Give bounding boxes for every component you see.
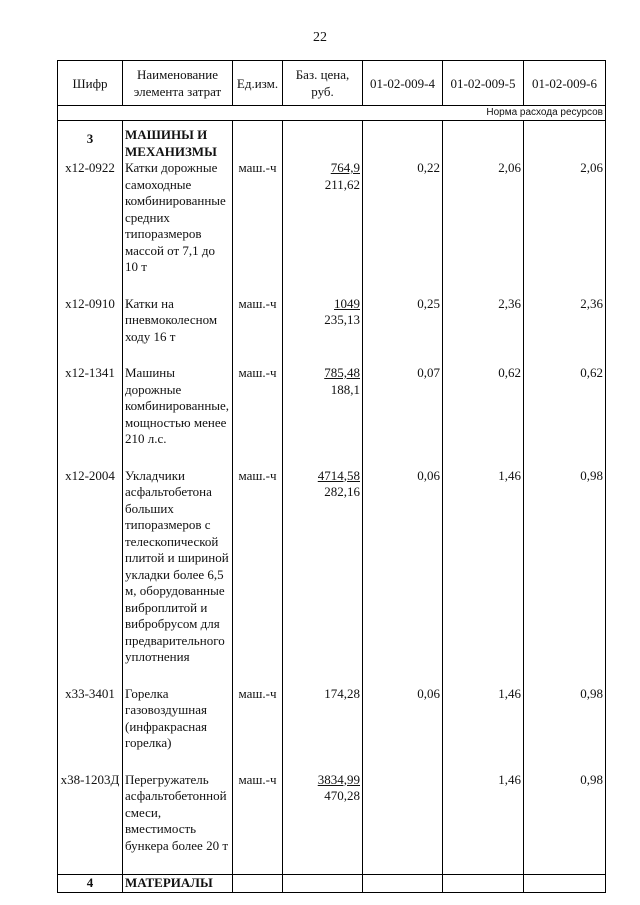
cell [523,874,606,893]
price-cell: 3834,99 470,28 [282,771,363,875]
price-sub: 470,28 [324,788,360,803]
price: 764,9 [330,160,360,175]
norm-value: 1,46 [442,467,524,686]
header-cell: Шифр [57,60,123,106]
header-row: Шифр Наименование элемента затрат Ед.изм. Б… [57,60,606,106]
norm-value: 0,22 [362,160,443,296]
section-row: 4 МАТЕРИАЛЫ [57,874,606,893]
price-sub: 282,16 [324,484,360,499]
norm-value: 2,06 [442,160,524,296]
code: х38-1203Д [57,771,123,875]
code: х12-2004 [57,467,123,686]
unit: маш.-ч [232,685,283,772]
name: Горелка газовоздушная (инфракрасная горе… [122,685,233,772]
section-number: 4 [57,874,123,893]
name: Укладчики асфальтобетона больших типораз… [122,467,233,686]
header-cell: Ед.изм. [232,60,283,106]
price-sub: 188,1 [330,381,360,397]
norm-value: 0,98 [523,467,606,686]
header-cell: Баз. цена, руб. [282,60,363,106]
norm-value: 0,98 [523,685,606,772]
unit: маш.-ч [232,160,283,296]
cell [282,120,363,160]
code: х12-0910 [57,295,123,365]
price-cell: 1049 235,13 [282,295,363,365]
unit: маш.-ч [232,295,283,365]
norm-value: 0,62 [442,365,524,468]
code: х12-0922 [57,160,123,296]
table-body: Норма расхода ресурсов 3 МАШИНЫ И МЕХАНИ… [57,105,606,893]
norm-value: 1,46 [442,685,524,772]
norm-value: 0,62 [523,365,606,468]
header-cell: 01-02-009-6 [523,60,606,106]
cell [442,874,524,893]
cell [282,874,363,893]
code: х12-1341 [57,365,123,468]
table-row: х12-1341 Машины дорожные комбинированные,… [57,365,606,468]
norm-value: 2,06 [523,160,606,296]
name: Катки дорожные самоходные комбинированны… [122,160,233,296]
norm-value: 0,07 [362,365,443,468]
section-number: 3 [57,120,123,160]
header-cell: 01-02-009-4 [362,60,443,106]
section-title: МАТЕРИАЛЫ [122,874,233,893]
price-cell: 174,28 [282,685,363,772]
price-cell: 4714,58 282,16 [282,467,363,686]
table-header: Шифр Наименование элемента затрат Ед.изм. Б… [57,60,606,106]
header-cell: Наименование элемента затрат [122,60,233,106]
cell [442,120,524,160]
price: 3834,99 [317,771,360,787]
norm-value: 0,98 [523,771,606,875]
table-row: х33-3401 Горелка газовоздушная (инфракрас… [57,685,606,772]
table-row: х38-1203Д Перегружатель асфальтобетонной … [57,771,606,875]
table-row: х12-0922 Катки дорожные самоходные комбин… [57,160,606,296]
unit: маш.-ч [232,467,283,686]
norm-value: 2,36 [442,295,524,365]
norm-value: 0,06 [362,467,443,686]
norm-value: 2,36 [523,295,606,365]
norm-value: 0,25 [362,295,443,365]
price: 785,48 [324,365,360,380]
price-cell: 785,48 188,1 [282,365,363,468]
section-row: 3 МАШИНЫ И МЕХАНИЗМЫ [57,120,606,160]
norm-value [362,771,443,875]
price: 4714,58 [317,467,360,483]
cell [523,120,606,160]
resource-table: Шифр Наименование элемента затрат Ед.изм. Б… [57,60,606,893]
header-cell: 01-02-009-5 [442,60,524,106]
norm-row: Норма расхода ресурсов [57,105,606,121]
page-number: 22 [313,30,327,45]
table-row: х12-2004 Укладчики асфальтобетона больших… [57,467,606,686]
code: х33-3401 [57,685,123,772]
name: Перегружатель асфальтобетонной смеси, вм… [122,771,233,875]
price: 1049 [334,295,360,311]
table-row: х12-0910 Катки на пневмоколесном ходу 16 … [57,295,606,365]
section-title: МАШИНЫ И МЕХАНИЗМЫ [122,120,233,160]
norm-value: 0,06 [362,685,443,772]
cell [362,874,443,893]
price-sub: 211,62 [324,176,360,192]
cell [232,120,283,160]
name: Машины дорожные комбинированные, мощност… [122,365,233,468]
price-sub: 235,13 [324,312,360,327]
name: Катки на пневмоколесном ходу 16 т [122,295,233,365]
price-cell: 764,9 211,62 [282,160,363,296]
price: 174,28 [324,685,360,701]
cell [232,874,283,893]
unit: маш.-ч [232,365,283,468]
norm-value: 1,46 [442,771,524,875]
cell [362,120,443,160]
unit: маш.-ч [232,771,283,875]
norm-label: Норма расхода ресурсов [57,105,606,121]
